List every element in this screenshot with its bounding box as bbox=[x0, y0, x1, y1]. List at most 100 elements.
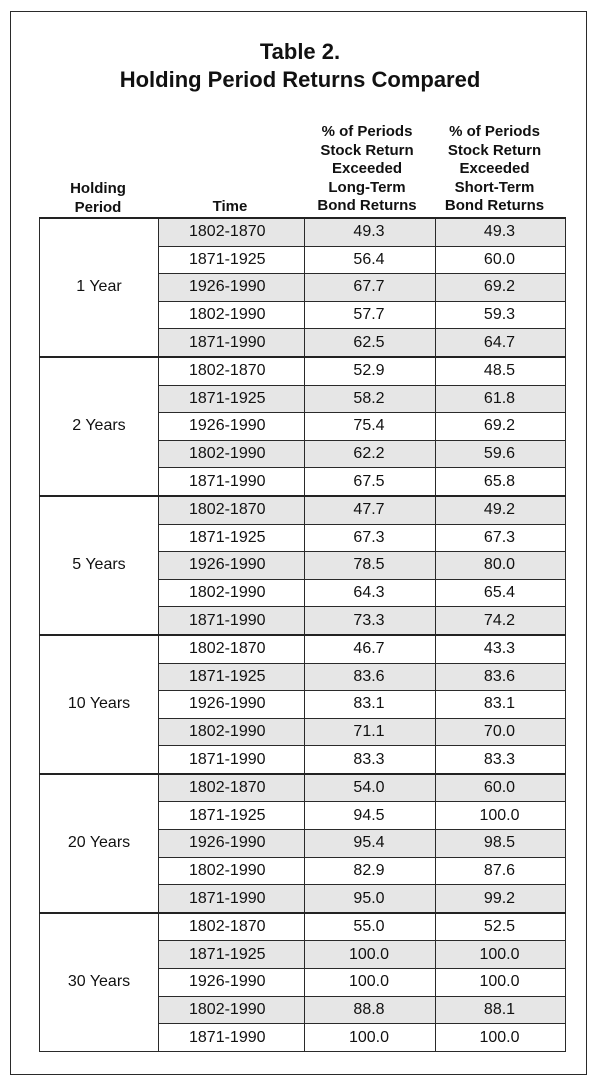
time-cell: 1802-1870 bbox=[158, 912, 305, 942]
header-line: Holding bbox=[70, 180, 126, 197]
table-row: 1926-1990 78.5 80.0 bbox=[40, 551, 566, 580]
short-term-cell: 88.1 bbox=[435, 995, 566, 1025]
time-cell: 1871-1990 bbox=[158, 745, 305, 775]
time-cell: 1871-1990 bbox=[158, 328, 305, 358]
short-term-cell: 52.5 bbox=[435, 912, 566, 942]
short-term-cell: 83.3 bbox=[435, 745, 566, 775]
long-term-cell: 71.1 bbox=[304, 717, 436, 747]
long-term-cell: 57.7 bbox=[304, 300, 436, 330]
long-term-cell: 95.4 bbox=[304, 829, 436, 858]
long-term-cell: 88.8 bbox=[304, 995, 436, 1025]
time-cell: 1802-1870 bbox=[158, 217, 305, 247]
long-term-cell: 58.2 bbox=[304, 384, 436, 414]
table-row: 20 Years 1802-1870 54.0 60.0 bbox=[39, 773, 566, 914]
time-cell: 1871-1990 bbox=[158, 606, 305, 636]
short-term-cell: 48.5 bbox=[435, 356, 566, 386]
time-cell: 1871-1990 bbox=[158, 884, 305, 914]
table-row: 2 Years 1802-1870 52.9 48.5 bbox=[39, 356, 566, 497]
holding-period-label: 20 Years bbox=[39, 773, 159, 914]
table-row: 1926-1990 83.1 83.1 bbox=[40, 690, 566, 719]
table-row: 1802-1990 71.1 70.0 bbox=[40, 717, 566, 747]
table-row: 5 Years 1802-1870 47.7 49.2 bbox=[39, 495, 566, 636]
long-term-cell: 78.5 bbox=[304, 551, 436, 580]
header-line: Long-Term bbox=[328, 178, 406, 196]
time-cell: 1871-1925 bbox=[158, 940, 305, 970]
group-block: 30 Years 1802-1870 55.0 52.5 1871-1925 100.0 1… bbox=[39, 912, 566, 1052]
short-term-cell: 49.2 bbox=[435, 495, 566, 525]
short-term-cell: 60.0 bbox=[435, 773, 566, 803]
group-block: 2 Years 1802-1870 52.9 48.5 1871-1925 58.2 61.… bbox=[39, 356, 566, 497]
holding-period-label: 30 Years bbox=[39, 912, 159, 1052]
time-cell: 1926-1990 bbox=[158, 968, 305, 997]
short-term-cell: 83.6 bbox=[435, 662, 566, 692]
time-cell: 1871-1925 bbox=[158, 801, 305, 831]
long-term-cell: 67.7 bbox=[304, 273, 436, 302]
table-row: 1926-1990 75.4 69.2 bbox=[40, 412, 566, 441]
header-time: Time bbox=[212, 198, 248, 215]
time-cell: 1802-1870 bbox=[158, 495, 305, 525]
short-term-cell: 87.6 bbox=[435, 856, 566, 886]
time-cell: 1871-1925 bbox=[158, 523, 305, 553]
short-term-cell: 59.3 bbox=[435, 300, 566, 330]
time-cell: 1802-1990 bbox=[158, 717, 305, 747]
table-row: 1871-1990 62.5 64.7 bbox=[40, 328, 566, 358]
long-term-cell: 95.0 bbox=[304, 884, 436, 914]
long-term-cell: 56.4 bbox=[304, 245, 436, 275]
time-cell: 1871-1925 bbox=[158, 662, 305, 692]
time-cell: 1802-1870 bbox=[158, 634, 305, 664]
table-row: 1871-1990 83.3 83.3 bbox=[40, 745, 566, 775]
long-term-cell: 82.9 bbox=[304, 856, 436, 886]
short-term-cell: 70.0 bbox=[435, 717, 566, 747]
long-term-cell: 62.5 bbox=[304, 328, 436, 358]
header-holding-period: Holding Period bbox=[39, 180, 157, 217]
time-cell: 1871-1925 bbox=[158, 245, 305, 275]
time-cell: 1926-1990 bbox=[158, 551, 305, 580]
group-block: 10 Years 1802-1870 46.7 43.3 1871-1925 83.6 83… bbox=[39, 634, 566, 775]
time-cell: 1926-1990 bbox=[158, 690, 305, 719]
short-term-cell: 100.0 bbox=[435, 968, 566, 997]
long-term-cell: 73.3 bbox=[304, 606, 436, 636]
long-term-cell: 64.3 bbox=[304, 578, 436, 608]
table-row: 1871-1990 100.0 100.0 bbox=[40, 1023, 566, 1052]
short-term-cell: 100.0 bbox=[435, 940, 566, 970]
header-line: Period bbox=[74, 198, 122, 216]
table-row: 1926-1990 67.7 69.2 bbox=[40, 273, 566, 302]
time-cell: 1871-1990 bbox=[158, 1023, 305, 1052]
group-block: 20 Years 1802-1870 54.0 60.0 1871-1925 94.5 10… bbox=[39, 773, 566, 914]
holding-period-label: 5 Years bbox=[39, 495, 159, 636]
header-line: Stock Return bbox=[447, 141, 542, 159]
header-line: Short-Term bbox=[454, 178, 535, 196]
long-term-cell: 49.3 bbox=[304, 217, 436, 247]
long-term-cell: 62.2 bbox=[304, 439, 436, 469]
long-term-cell: 83.3 bbox=[304, 745, 436, 775]
short-term-cell: 69.2 bbox=[435, 412, 566, 441]
header-line: Stock Return bbox=[320, 141, 414, 159]
time-cell: 1802-1990 bbox=[158, 856, 305, 886]
table-row: 1802-1990 88.8 88.1 bbox=[40, 995, 566, 1025]
short-term-cell: 69.2 bbox=[435, 273, 566, 302]
time-cell: 1802-1870 bbox=[158, 773, 305, 803]
time-cell: 1802-1990 bbox=[158, 439, 305, 469]
time-cell: 1802-1990 bbox=[158, 300, 305, 330]
short-term-cell: 100.0 bbox=[435, 1023, 566, 1052]
table-row: 1802-1990 57.7 59.3 bbox=[40, 300, 566, 330]
short-term-cell: 49.3 bbox=[435, 217, 566, 247]
table-row: 1871-1925 67.3 67.3 bbox=[40, 523, 566, 553]
table-row: 10 Years 1802-1870 46.7 43.3 bbox=[39, 634, 566, 775]
short-term-cell: 98.5 bbox=[435, 829, 566, 858]
long-term-cell: 55.0 bbox=[304, 912, 436, 942]
table-row: 1802-1990 62.2 59.6 bbox=[40, 439, 566, 469]
short-term-cell: 80.0 bbox=[435, 551, 566, 580]
table-row: 1926-1990 100.0 100.0 bbox=[40, 968, 566, 997]
group-block: 5 Years 1802-1870 47.7 49.2 1871-1925 67.3 67.… bbox=[39, 495, 566, 636]
long-term-cell: 83.1 bbox=[304, 690, 436, 719]
long-term-cell: 52.9 bbox=[304, 356, 436, 386]
short-term-cell: 59.6 bbox=[435, 439, 566, 469]
table-row: 1871-1990 67.5 65.8 bbox=[40, 467, 566, 497]
short-term-cell: 60.0 bbox=[435, 245, 566, 275]
short-term-cell: 65.8 bbox=[435, 467, 566, 497]
holding-period-label: 1 Year bbox=[39, 217, 159, 358]
table-row: 1802-1990 82.9 87.6 bbox=[40, 856, 566, 886]
time-cell: 1802-1870 bbox=[158, 356, 305, 386]
returns-table: 1 Year 1802-1870 49.3 49.3 1871-1925 56.4 60.0… bbox=[39, 217, 566, 1052]
